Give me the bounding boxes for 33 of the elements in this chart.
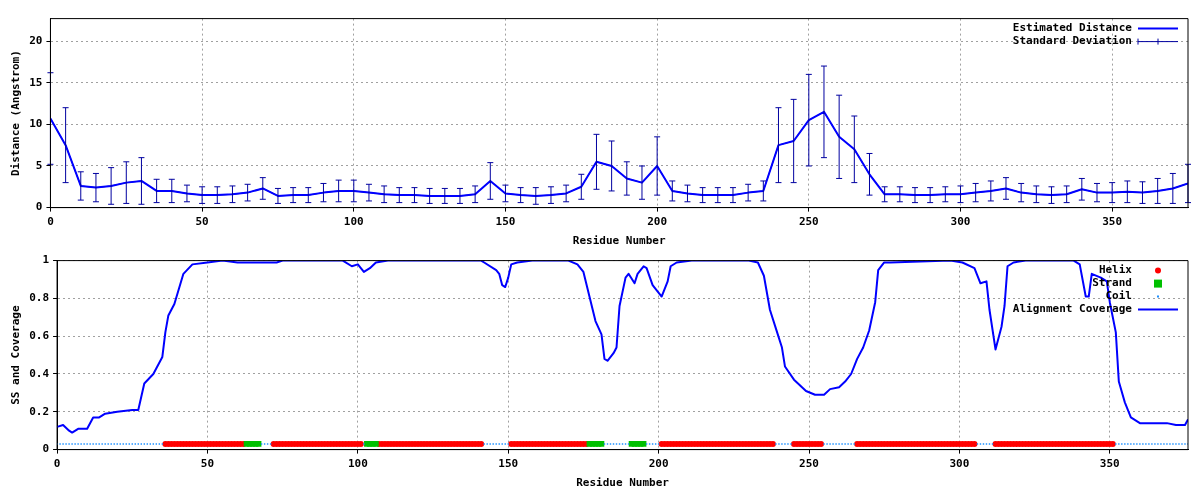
legend-label: Helix — [1098, 263, 1133, 277]
y-tick-label: 0.6 — [29, 329, 50, 343]
x-tick-label: 0 — [53, 457, 61, 471]
y-tick-label: 10 — [29, 117, 43, 131]
y-tick-label: 15 — [29, 75, 43, 89]
x-tick-label: 100 — [343, 215, 364, 229]
x-tick-label: 300 — [950, 215, 971, 229]
x-tick-label: 350 — [1102, 215, 1123, 229]
y-axis-title: Distance (Angstrom) — [9, 50, 23, 177]
legend-label: Estimated Distance — [1012, 21, 1133, 35]
y-tick-label: 0 — [42, 442, 50, 456]
x-tick-label: 150 — [498, 457, 519, 471]
x-tick-label: 100 — [347, 457, 368, 471]
x-axis-title: Residue Number — [576, 476, 670, 490]
x-tick-label: 350 — [1099, 457, 1120, 471]
y-tick-label: 5 — [35, 158, 43, 172]
y-tick-label: 20 — [29, 33, 43, 47]
x-axis-title: Residue Number — [572, 234, 666, 248]
y-tick-label: 0.2 — [29, 404, 50, 418]
x-tick-label: 200 — [647, 215, 668, 229]
y-tick-label: 0.8 — [29, 291, 50, 305]
x-tick-label: 250 — [798, 215, 819, 229]
x-tick-label: 200 — [648, 457, 669, 471]
x-tick-label: 50 — [195, 215, 209, 229]
y-tick-label: 0.4 — [29, 366, 50, 380]
y-tick-label: 0 — [35, 200, 43, 214]
x-tick-label: 50 — [200, 457, 215, 471]
y-tick-label: 1 — [42, 253, 50, 267]
legend-label: Standard Deviation — [1012, 34, 1132, 48]
x-tick-label: 250 — [799, 457, 819, 471]
x-tick-label: 150 — [495, 215, 516, 229]
x-tick-label: 300 — [949, 457, 970, 471]
y-axis-title: SS and Coverage — [9, 305, 23, 405]
